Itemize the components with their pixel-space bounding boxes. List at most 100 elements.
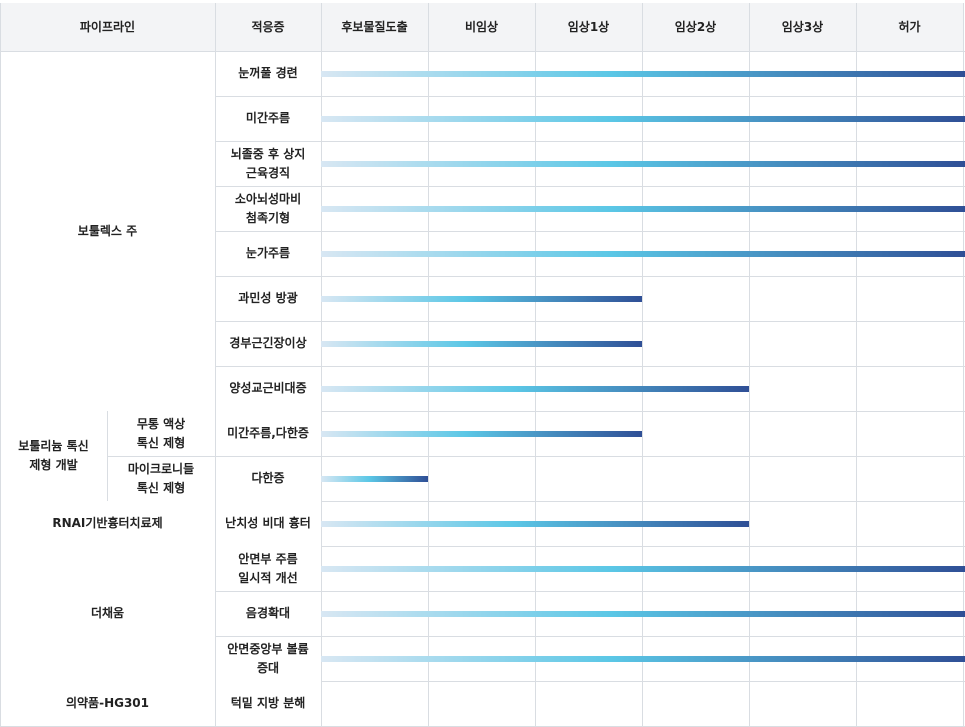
- indication-cell-label: 음경확대: [245, 606, 291, 620]
- indication-cell: 다한증: [215, 456, 321, 501]
- grid-vline-stage: [535, 3, 536, 726]
- header-stage-2: 비임상: [428, 3, 535, 51]
- group-1: 보툴렉스 주: [0, 51, 215, 411]
- group-3: RNAI기반흉터치료제: [0, 501, 215, 546]
- subgroup-2-2-label: 마이크로니들 톡신 제형: [127, 461, 195, 495]
- indication-cell-label: 다한증: [251, 471, 285, 485]
- group-5-label: 의약품-HG301: [65, 696, 150, 710]
- subgroup-separator: [107, 456, 215, 457]
- indication-cell: 소아뇌성마비 첨족기형: [215, 186, 321, 231]
- header-stage-4-label: 임상2상: [674, 19, 717, 34]
- indication-cell: 양성교근비대증: [215, 366, 321, 411]
- indication-cell-label: 안면중앙부 볼륨 증대: [227, 641, 309, 675]
- group-3-label: RNAI기반흉터치료제: [52, 516, 163, 530]
- row-separator: [215, 276, 965, 277]
- row-separator: [215, 96, 965, 97]
- indication-cell-label: 눈꺼풀 경련: [238, 66, 298, 80]
- header-stage-6: 허가: [856, 3, 963, 51]
- grid-vline-stage: [963, 3, 964, 726]
- group-separator: [0, 546, 965, 547]
- indication-cell-label: 소아뇌성마비 첨족기형: [234, 191, 302, 225]
- row-separator: [215, 231, 965, 232]
- indication-cell: 눈가주름: [215, 231, 321, 276]
- row-separator: [215, 366, 965, 367]
- group-4: 더채움: [0, 546, 215, 681]
- group-1-label: 보툴렉스 주: [77, 223, 138, 238]
- grid-vline-group: [215, 3, 216, 726]
- grid-vline-left: [0, 3, 1, 726]
- progress-bar: [321, 430, 642, 437]
- group-4-label: 더채움: [90, 606, 125, 620]
- group-separator: [0, 681, 965, 682]
- indication-cell: 눈꺼풀 경련: [215, 51, 321, 96]
- progress-bar: [321, 475, 428, 482]
- indication-cell-label: 턱밑 지방 분해: [230, 696, 306, 710]
- header-stage-1-label: 후보물질도출: [341, 19, 408, 34]
- grid-vline-stage: [321, 3, 322, 726]
- header-pipeline: 파이프라인: [0, 3, 215, 51]
- indication-cell-label: 과민성 방광: [238, 291, 298, 305]
- grid-vline-stage: [428, 3, 429, 726]
- header-stage-6-label: 허가: [898, 19, 921, 34]
- progress-bar: [321, 70, 965, 77]
- progress-bar: [321, 565, 965, 572]
- indication-cell: 과민성 방광: [215, 276, 321, 321]
- indication-cell: 뇌졸중 후 상지 근육경직: [215, 141, 321, 186]
- progress-bar: [321, 205, 965, 212]
- header-stage-4: 임상2상: [642, 3, 749, 51]
- indication-cell: 음경확대: [215, 591, 321, 636]
- indication-cell-label: 난치성 비대 흉터: [225, 516, 311, 530]
- group-separator: [0, 411, 965, 412]
- group-2-label: 보툴리늄 톡신 제형 개발: [18, 439, 89, 472]
- header-pipeline-label: 파이프라인: [79, 19, 136, 34]
- row-separator: [215, 636, 965, 637]
- progress-bar: [321, 250, 965, 257]
- progress-bar: [321, 115, 965, 122]
- progress-bar: [321, 160, 965, 167]
- header-indication: 적응증: [215, 3, 321, 51]
- header-stage-2-label: 비임상: [464, 19, 499, 34]
- indication-cell-label: 미간주름,다한증: [227, 426, 309, 440]
- progress-bar: [321, 520, 749, 527]
- indication-cell-label: 양성교근비대증: [229, 381, 307, 395]
- grid-vline-stage: [856, 3, 857, 726]
- indication-cell-label: 경부근긴장이상: [229, 336, 307, 350]
- grid-vline-stage: [749, 3, 750, 726]
- header-bottom: [0, 51, 965, 52]
- indication-cell: 안면중앙부 볼륨 증대: [215, 636, 321, 681]
- group-2: 보툴리늄 톡신 제형 개발: [0, 411, 107, 501]
- subgroup-divider: [107, 411, 108, 456]
- subgroup-2-1: 무통 액상 톡신 제형: [107, 411, 215, 456]
- group-5: 의약품-HG301: [0, 681, 215, 726]
- progress-bar: [321, 610, 965, 617]
- indication-cell: 경부근긴장이상: [215, 321, 321, 366]
- header-stage-5-label: 임상3상: [781, 19, 824, 34]
- grid-vline-stage: [642, 3, 643, 726]
- progress-bar: [321, 385, 749, 392]
- indication-cell: 턱밑 지방 분해: [215, 681, 321, 726]
- indication-cell: 미간주름,다한증: [215, 411, 321, 456]
- indication-cell-label: 미간주름: [245, 111, 291, 125]
- subgroup-2-2: 마이크로니들 톡신 제형: [107, 456, 215, 501]
- subgroup-2-1-label: 무통 액상 톡신 제형: [136, 416, 186, 450]
- row-separator: [215, 321, 965, 322]
- header-stage-5: 임상3상: [749, 3, 856, 51]
- indication-cell-label: 눈가주름: [245, 246, 291, 260]
- header-indication-label: 적응증: [251, 19, 285, 34]
- progress-bar: [321, 340, 642, 347]
- progress-bar: [321, 655, 965, 662]
- header-stage-1: 후보물질도출: [321, 3, 428, 51]
- header-stage-3-label: 임상1상: [567, 19, 610, 34]
- row-separator: [215, 456, 965, 457]
- indication-cell: 난치성 비대 흉터: [215, 501, 321, 546]
- indication-cell-label: 안면부 주름 일시적 개선: [238, 551, 298, 585]
- indication-cell-label: 뇌졸중 후 상지 근육경직: [230, 146, 306, 180]
- subgroup-divider: [107, 456, 108, 501]
- indication-cell: 안면부 주름 일시적 개선: [215, 546, 321, 591]
- group-separator: [0, 501, 965, 502]
- row-separator: [215, 141, 965, 142]
- progress-bar: [321, 295, 642, 302]
- row-separator: [215, 186, 965, 187]
- indication-cell: 미간주름: [215, 96, 321, 141]
